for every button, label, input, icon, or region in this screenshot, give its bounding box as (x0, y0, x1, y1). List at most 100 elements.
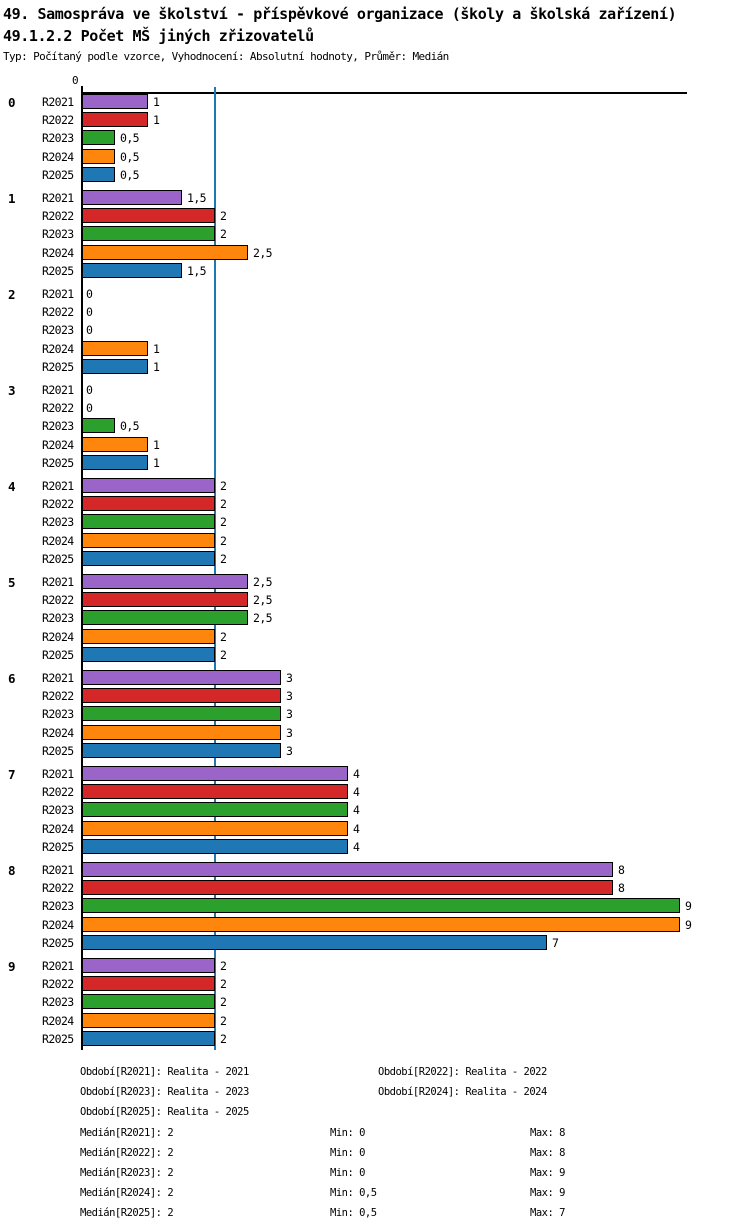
value-label: 2,5 (253, 611, 273, 625)
bar (82, 958, 215, 973)
series-label: R2022 (42, 785, 74, 799)
bar (82, 802, 348, 817)
legend-period: Období[R2022]: Realita - 2022 (378, 1066, 547, 1078)
bar (82, 862, 613, 877)
value-label: 2,5 (253, 246, 273, 260)
bar (82, 551, 215, 566)
category-label: 9 (8, 959, 16, 974)
value-label: 1 (153, 342, 160, 356)
series-label: R2021 (42, 767, 74, 781)
legend-max: Max: 7 (530, 1207, 565, 1219)
value-label: 3 (286, 726, 293, 740)
value-label: 8 (618, 881, 625, 895)
series-label: R2023 (42, 707, 74, 721)
value-label: 4 (353, 767, 360, 781)
legend-min: Min: 0,5 (330, 1187, 377, 1199)
series-label: R2022 (42, 209, 74, 223)
legend-min: Min: 0 (330, 1127, 365, 1139)
value-label: 1 (153, 95, 160, 109)
bar (82, 784, 348, 799)
series-label: R2025 (42, 456, 74, 470)
series-label: R2021 (42, 191, 74, 205)
legend-median: Medián[R2025]: 2 (80, 1207, 174, 1219)
bar (82, 898, 680, 913)
series-label: R2022 (42, 593, 74, 607)
bar (82, 706, 281, 721)
legend-median: Medián[R2021]: 2 (80, 1127, 174, 1139)
bar (82, 94, 148, 109)
bar (82, 935, 547, 950)
bar (82, 688, 281, 703)
x-axis-zero-label: 0 (72, 74, 79, 87)
value-label: 2,5 (253, 575, 273, 589)
bar (82, 766, 348, 781)
bar (82, 647, 215, 662)
series-label: R2021 (42, 479, 74, 493)
value-label: 2 (220, 515, 227, 529)
series-label: R2025 (42, 936, 74, 950)
legend-period: Období[R2025]: Realita - 2025 (80, 1106, 249, 1118)
value-label: 1 (153, 113, 160, 127)
series-label: R2022 (42, 305, 74, 319)
value-label: 0,5 (120, 131, 140, 145)
value-label: 2 (220, 497, 227, 511)
bar (82, 821, 348, 836)
series-label: R2024 (42, 630, 74, 644)
y-axis-line (81, 92, 83, 1050)
legend-median: Medián[R2024]: 2 (80, 1187, 174, 1199)
value-label: 2 (220, 1014, 227, 1028)
series-label: R2023 (42, 995, 74, 1009)
series-label: R2024 (42, 726, 74, 740)
legend-median: Medián[R2023]: 2 (80, 1167, 174, 1179)
value-label: 0 (86, 323, 93, 337)
series-label: R2022 (42, 977, 74, 991)
series-label: R2024 (42, 438, 74, 452)
series-label: R2025 (42, 744, 74, 758)
x-axis-zero-tick (81, 86, 83, 92)
bar (82, 533, 215, 548)
legend-min: Min: 0,5 (330, 1207, 377, 1219)
series-label: R2021 (42, 863, 74, 877)
bar (82, 245, 248, 260)
series-label: R2023 (42, 803, 74, 817)
series-label: R2024 (42, 1014, 74, 1028)
bar (82, 629, 215, 644)
bar-chart: 0 0 R2021 1 R2022 1 R2023 0,5 R2024 0,5 R2025 0,5 1… (8, 74, 692, 1050)
legend-max: Max: 8 (530, 1127, 565, 1139)
series-label: R2025 (42, 840, 74, 854)
value-label: 0 (86, 383, 93, 397)
value-label: 2 (220, 552, 227, 566)
series-label: R2025 (42, 264, 74, 278)
value-label: 2 (220, 977, 227, 991)
median-line (214, 87, 216, 1050)
series-label: R2025 (42, 168, 74, 182)
category-label: 7 (8, 767, 16, 782)
series-label: R2024 (42, 150, 74, 164)
value-label: 2 (220, 479, 227, 493)
category-label: 8 (8, 863, 16, 878)
legend-median: Medián[R2022]: 2 (80, 1147, 174, 1159)
legend-period: Období[R2023]: Realita - 2023 (80, 1086, 249, 1098)
category-label: 0 (8, 95, 16, 110)
value-label: 9 (685, 899, 692, 913)
bar (82, 359, 148, 374)
bar (82, 208, 215, 223)
series-label: R2023 (42, 899, 74, 913)
value-label: 4 (353, 803, 360, 817)
series-label: R2021 (42, 575, 74, 589)
bar (82, 880, 613, 895)
bar (82, 1013, 215, 1028)
report-subtitle: 49.1.2.2 Počet MŠ jiných zřizovatelů (3, 27, 314, 45)
value-label: 2 (220, 648, 227, 662)
report-title: 49. Samospráva ve školství - příspěvkové… (3, 5, 677, 23)
series-label: R2023 (42, 323, 74, 337)
category-label: 3 (8, 383, 16, 398)
series-label: R2024 (42, 918, 74, 932)
value-label: 3 (286, 744, 293, 758)
bar (82, 670, 281, 685)
series-label: R2023 (42, 227, 74, 241)
value-label: 2 (220, 995, 227, 1009)
value-label: 1 (153, 360, 160, 374)
value-label: 1 (153, 456, 160, 470)
series-label: R2025 (42, 552, 74, 566)
